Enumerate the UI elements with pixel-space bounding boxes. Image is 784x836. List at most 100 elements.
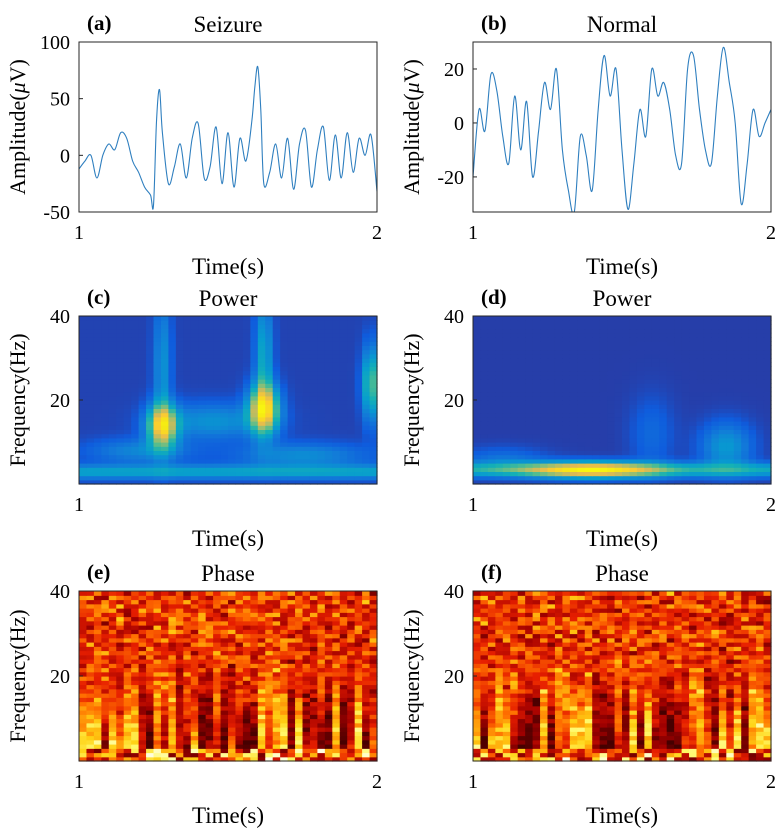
- heatmap-cell: [756, 437, 765, 443]
- heatmap-cell: [733, 416, 742, 422]
- heatmap-cell: [480, 383, 489, 388]
- heatmap-cell: [101, 467, 110, 472]
- heatmap-cell: [108, 467, 117, 472]
- heatmap-cell: [324, 633, 333, 639]
- heatmap-cell: [79, 663, 88, 669]
- heatmap-cell: [562, 391, 571, 397]
- heatmap-cell: [250, 667, 259, 673]
- heatmap-cell: [235, 362, 244, 367]
- heatmap-cell: [696, 391, 705, 397]
- heatmap-cell: [257, 353, 266, 359]
- heatmap-cell: [138, 676, 147, 681]
- heatmap-cell: [287, 625, 296, 630]
- heatmap-cell: [674, 391, 683, 397]
- heatmap-cell: [295, 722, 304, 728]
- heatmap-cell: [354, 676, 363, 681]
- heatmap-cell: [175, 599, 184, 605]
- heatmap-cell: [703, 316, 712, 321]
- heatmap-cell: [354, 625, 363, 630]
- heatmap-cell: [554, 387, 563, 393]
- heatmap-cell: [108, 442, 117, 447]
- heatmap-cell: [86, 379, 95, 384]
- heatmap-cell: [309, 710, 318, 715]
- heatmap-cell: [339, 412, 348, 418]
- x-tick-label: 1: [74, 494, 84, 516]
- heatmap-cell: [302, 450, 311, 456]
- heatmap-cell: [339, 671, 348, 677]
- heatmap-cell: [175, 358, 184, 363]
- heatmap-cell: [369, 408, 378, 414]
- heatmap-cell: [332, 714, 341, 720]
- heatmap-cell: [629, 463, 638, 468]
- heatmap-cell: [153, 433, 162, 439]
- heatmap-cell: [711, 387, 720, 393]
- heatmap-cell: [116, 374, 125, 380]
- heatmap-cell: [309, 684, 318, 690]
- heatmap-cell: [525, 475, 534, 481]
- heatmap-cell: [220, 374, 229, 380]
- heatmap-cell: [480, 756, 489, 762]
- heatmap-cell: [242, 714, 251, 720]
- heatmap-cell: [480, 349, 489, 355]
- heatmap-cell: [495, 320, 504, 325]
- heatmap-cell: [86, 332, 95, 338]
- heatmap-cell: [592, 756, 601, 762]
- heatmap-cell: [547, 374, 556, 380]
- heatmap-cell: [265, 463, 274, 468]
- heatmap-cell: [309, 739, 318, 745]
- heatmap-cell: [347, 412, 356, 418]
- heatmap-cell: [763, 463, 772, 468]
- heatmap-cell: [79, 475, 88, 481]
- heatmap-cell: [502, 345, 511, 351]
- heatmap-cell: [131, 710, 140, 715]
- heatmap-cell: [280, 425, 289, 430]
- heatmap-cell: [183, 328, 192, 334]
- heatmap-cell: [569, 442, 578, 447]
- heatmap-cell: [562, 433, 571, 439]
- heatmap-cell: [703, 442, 712, 447]
- heatmap-cell: [153, 701, 162, 707]
- heatmap-cell: [190, 412, 199, 418]
- heatmap-cell: [86, 395, 95, 401]
- heatmap-cell: [280, 421, 289, 426]
- heatmap-cell: [280, 387, 289, 393]
- heatmap-cell: [93, 412, 102, 418]
- heatmap-cell: [741, 366, 750, 372]
- heatmap-cell: [540, 425, 549, 430]
- heatmap-cell: [666, 320, 675, 325]
- heatmap-cell: [250, 454, 259, 460]
- heatmap-cell: [369, 731, 378, 737]
- heatmap-cell: [250, 429, 259, 435]
- heatmap-cell: [324, 718, 333, 724]
- heatmap-cell: [79, 620, 88, 626]
- heatmap-cell: [473, 475, 482, 481]
- heatmap-cell: [339, 620, 348, 626]
- heatmap-cell: [666, 458, 675, 464]
- heatmap-cell: [101, 701, 110, 707]
- heatmap-cell: [242, 358, 251, 363]
- heatmap-cell: [123, 735, 132, 741]
- heatmap-cell: [339, 446, 348, 451]
- heatmap-cell: [741, 416, 750, 422]
- heatmap-cell: [228, 416, 237, 422]
- heatmap-cell: [696, 752, 705, 758]
- axes-frame: [78, 315, 378, 485]
- heatmap-cell: [168, 442, 177, 447]
- heatmap-cell: [198, 379, 207, 384]
- heatmap-cell: [525, 756, 534, 762]
- heatmap-cell: [250, 714, 259, 720]
- heatmap-cell: [347, 735, 356, 741]
- heatmap-cell: [175, 345, 184, 351]
- heatmap-cell: [599, 450, 608, 456]
- heatmap-cell: [577, 748, 586, 754]
- heatmap-cell: [339, 739, 348, 745]
- heatmap-cell: [480, 479, 489, 485]
- heatmap-cell: [190, 479, 199, 485]
- heatmap-cell: [220, 387, 229, 393]
- heatmap-cell: [160, 400, 169, 405]
- heatmap-cell: [317, 408, 326, 414]
- heatmap-cell: [622, 349, 631, 355]
- heatmap-cell: [629, 345, 638, 351]
- heatmap-cell: [205, 463, 214, 468]
- heatmap-cell: [741, 404, 750, 409]
